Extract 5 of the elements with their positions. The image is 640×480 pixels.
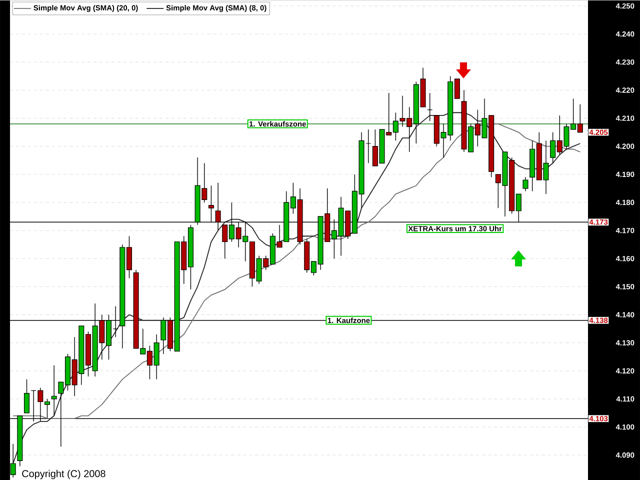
- candlestick: [51, 364, 57, 416]
- candlestick: [24, 378, 30, 414]
- candlestick: [427, 92, 433, 122]
- candlestick: [522, 176, 528, 192]
- annotation: Copyright (C) 2008: [22, 470, 106, 479]
